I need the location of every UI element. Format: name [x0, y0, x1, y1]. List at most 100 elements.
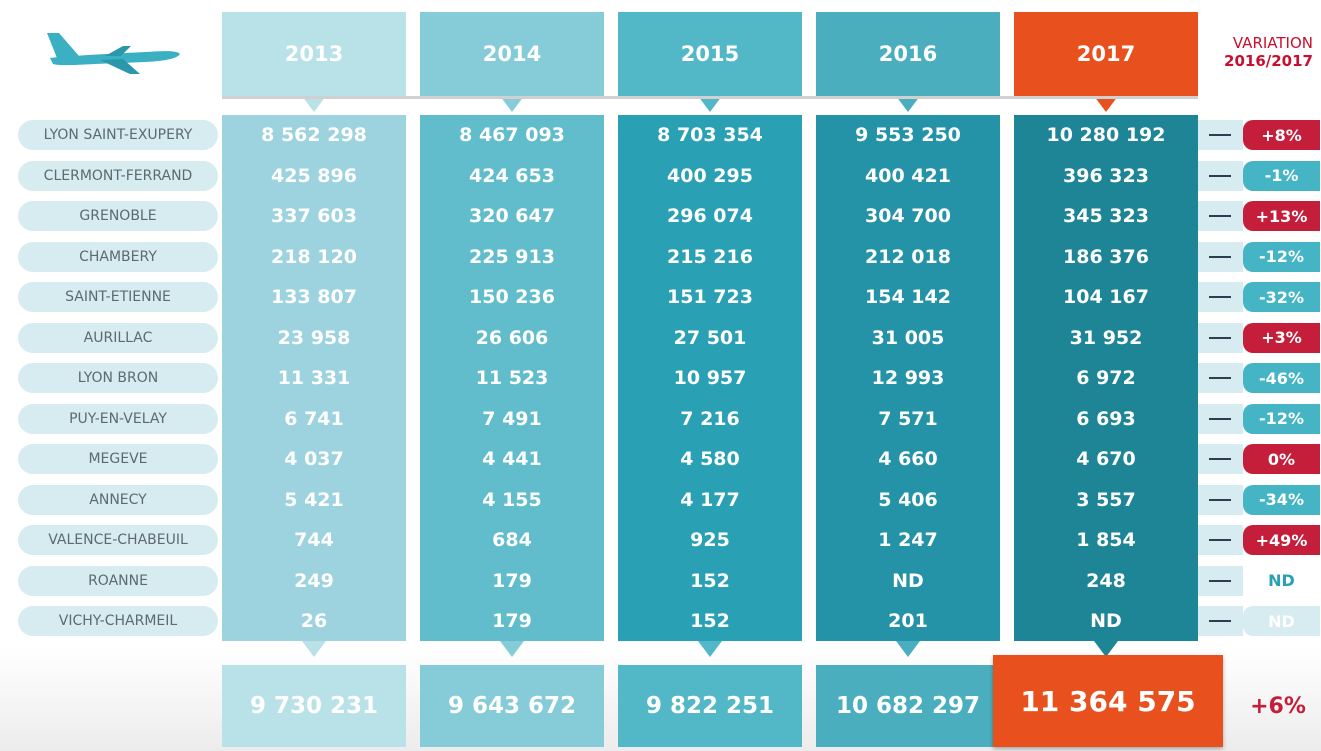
header-shadow	[222, 96, 1198, 99]
passenger-count: 4 037	[284, 448, 344, 470]
dash	[1209, 458, 1231, 460]
airport-label: VALENCE-CHABEUIL	[18, 525, 218, 555]
airport-label: LYON BRON	[18, 363, 218, 393]
variation-badge: +8%	[1243, 120, 1320, 150]
passenger-count: 31 952	[1069, 326, 1143, 349]
airport-label: ROANNE	[18, 565, 218, 596]
passenger-count: 8 703 354	[657, 124, 763, 146]
header-arrow	[698, 96, 722, 112]
variation-badge: -1%	[1243, 160, 1320, 191]
dash	[1209, 498, 1231, 501]
passenger-count: 6 741	[284, 407, 344, 430]
passenger-count: 10 280 192	[1046, 124, 1166, 146]
variation-badge: +3%	[1243, 322, 1320, 353]
passenger-count: 400 421	[865, 164, 951, 187]
passenger-count: 179	[492, 569, 532, 592]
passenger-count: 7 491	[482, 407, 542, 430]
airport-label: MEGEVE	[18, 444, 218, 474]
passenger-count: 11 331	[277, 367, 351, 389]
column-body	[420, 115, 604, 641]
passenger-count: 248	[1086, 569, 1126, 592]
passenger-count: 4 441	[482, 448, 542, 470]
passenger-count: ND	[892, 569, 924, 592]
total-2017: 11 364 575	[993, 655, 1223, 747]
airport-label: CHAMBERY	[18, 241, 218, 272]
dash	[1209, 579, 1231, 582]
total: 9 643 672	[420, 665, 604, 747]
total-variation: +6%	[1250, 693, 1306, 719]
variation-badge: +13%	[1243, 201, 1320, 231]
airport-label: GRENOBLE	[18, 201, 218, 231]
passenger-count: 304 700	[865, 205, 951, 227]
passenger-count: 23 958	[277, 326, 351, 349]
passenger-count: 104 167	[1063, 286, 1149, 308]
passenger-count: 345 323	[1063, 205, 1149, 227]
passenger-count: 9 553 250	[855, 124, 961, 146]
year-header: 2016	[816, 12, 1000, 96]
footer-arrow	[500, 641, 524, 657]
passenger-count: 4 580	[680, 448, 740, 470]
airport-label: CLERMONT-FERRAND	[18, 160, 218, 191]
passenger-count: 215 216	[667, 245, 753, 268]
passenger-count: 396 323	[1063, 164, 1149, 187]
passenger-count: 201	[888, 610, 928, 632]
passenger-count: 186 376	[1063, 245, 1149, 268]
header-arrow	[500, 96, 524, 112]
passenger-count: 5 421	[284, 488, 344, 511]
airport-label: SAINT-ETIENNE	[18, 282, 218, 312]
passenger-count: 27 501	[673, 326, 747, 349]
airport-label: LYON SAINT-EXUPERY	[18, 120, 218, 150]
passenger-count: 133 807	[271, 286, 357, 308]
passenger-count: 11 523	[475, 367, 549, 389]
passenger-count: 225 913	[469, 245, 555, 268]
column-body	[618, 115, 802, 641]
passenger-count: 152	[690, 610, 730, 632]
passenger-count: 249	[294, 569, 334, 592]
passenger-count: 26 606	[475, 326, 549, 349]
dash	[1209, 377, 1231, 379]
header-arrow	[302, 96, 326, 112]
variation-badge: ND	[1243, 606, 1320, 636]
column-body	[816, 115, 1000, 641]
passenger-count: 424 653	[469, 164, 555, 187]
passenger-count: 8 562 298	[261, 124, 367, 146]
airplane-icon	[47, 33, 180, 74]
passenger-count: 684	[492, 529, 532, 551]
total: 10 682 297	[816, 665, 1000, 747]
dash	[1209, 255, 1231, 258]
airport-label: ANNECY	[18, 484, 218, 515]
variation-badge: 0%	[1243, 444, 1320, 474]
variation-badge: ND	[1268, 571, 1295, 590]
dash	[1209, 134, 1231, 136]
passenger-count: 3 557	[1076, 488, 1136, 511]
variation-badge: -46%	[1243, 363, 1320, 393]
passenger-count: 425 896	[271, 164, 357, 187]
passenger-count: 152	[690, 569, 730, 592]
passenger-count: 4 177	[680, 488, 740, 511]
passenger-count: 925	[690, 529, 730, 551]
passenger-count: ND	[1090, 610, 1122, 632]
year-header: 2015	[618, 12, 802, 96]
variation-badge: +49%	[1243, 525, 1320, 555]
footer-arrow	[302, 641, 326, 657]
passenger-count: 212 018	[865, 245, 951, 268]
passenger-count: 26	[300, 610, 328, 632]
passenger-count: 744	[294, 529, 334, 551]
dash	[1209, 296, 1231, 298]
dash	[1209, 417, 1231, 420]
passenger-count: 4 670	[1076, 448, 1136, 470]
passenger-count: 218 120	[271, 245, 357, 268]
header-arrow	[896, 96, 920, 112]
variation-header: VARIATION 2016/2017	[1200, 34, 1321, 70]
footer-arrow	[698, 641, 722, 657]
passenger-count: 10 957	[673, 367, 747, 389]
passenger-count: 150 236	[469, 286, 555, 308]
passenger-count: 154 142	[865, 286, 951, 308]
dash	[1209, 336, 1231, 339]
passenger-count: 296 074	[667, 205, 753, 227]
airport-label: VICHY-CHARMEIL	[18, 606, 218, 636]
year-header: 2017	[1014, 12, 1198, 96]
total: 9 730 231	[222, 665, 406, 747]
passenger-count: 31 005	[871, 326, 945, 349]
